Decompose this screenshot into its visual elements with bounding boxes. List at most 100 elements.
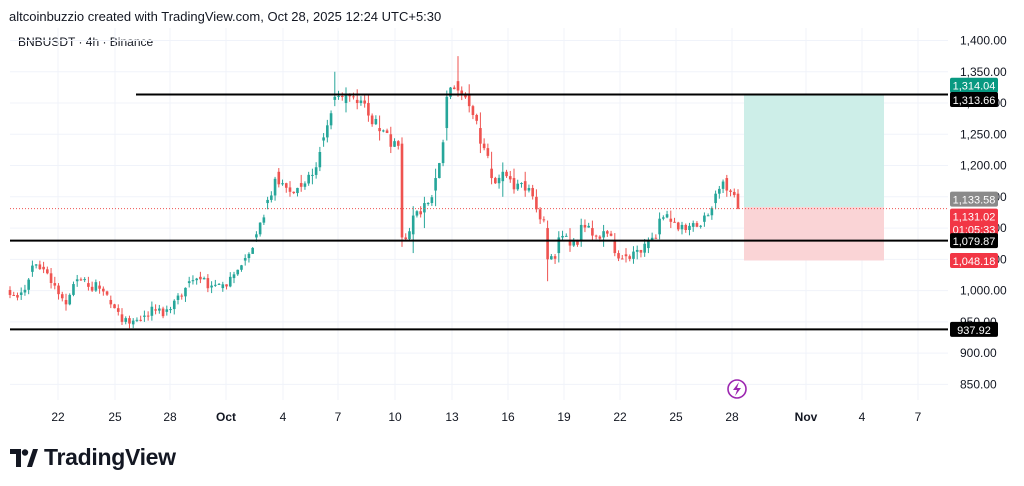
candle-body — [501, 171, 505, 182]
candle-body — [441, 142, 445, 164]
candle-body — [606, 231, 609, 234]
level-mid-tag-text: 1,079.87 — [953, 236, 996, 248]
candle-body — [732, 191, 736, 196]
last-price-tag — [950, 208, 998, 237]
tradingview-logo[interactable]: TradingView — [10, 444, 176, 471]
candle-body — [669, 218, 673, 222]
candle-body — [527, 188, 531, 191]
attribution-text: altcoinbuzzio created with TradingView.c… — [9, 9, 442, 24]
candle-body — [154, 309, 157, 311]
tradingview-logo-icon — [10, 448, 38, 467]
candle-body — [602, 231, 605, 238]
candle-body — [568, 240, 572, 246]
candle-body — [430, 197, 434, 204]
candle-body — [210, 285, 213, 288]
stop-price-tag — [950, 252, 998, 268]
x-tick-label: 25 — [669, 410, 683, 424]
candle-body — [270, 195, 273, 200]
candle-body — [240, 265, 243, 270]
candle-body — [8, 289, 12, 295]
candle-body — [42, 266, 45, 270]
candle-body — [109, 299, 113, 305]
candle-body — [120, 314, 124, 322]
candle-body — [232, 274, 236, 279]
lightning-icon[interactable] — [727, 379, 747, 399]
candle-body — [505, 171, 508, 177]
candle-body — [105, 291, 109, 295]
candle-body — [520, 183, 523, 185]
candle-body — [609, 233, 613, 236]
candle-body — [718, 188, 721, 194]
stop-price-tag-text: 1,048.18 — [953, 256, 996, 268]
candle-body — [654, 237, 658, 239]
candle-body — [658, 218, 661, 235]
candle-body — [374, 118, 378, 125]
candle-body — [363, 100, 366, 104]
candle-body — [479, 128, 482, 144]
candle-body — [703, 215, 706, 222]
symbol-legend[interactable]: BNBUSDT · 4h · Binance — [18, 35, 154, 49]
candle-body — [169, 309, 172, 311]
candle-body — [408, 231, 411, 240]
candle-body — [288, 187, 292, 192]
candle-body — [344, 93, 348, 104]
candle-body — [367, 103, 370, 116]
target-price-tag-text: 1,314.04 — [953, 81, 996, 93]
candle-body — [635, 249, 639, 252]
candle-body — [172, 300, 176, 310]
candle-body — [617, 253, 620, 259]
candle-body — [516, 183, 520, 190]
y-tick-label: 1,200.00 — [960, 159, 1007, 173]
candle-body — [378, 128, 381, 132]
candle-body — [400, 143, 404, 238]
candle-body — [572, 240, 576, 246]
candle-body — [352, 96, 355, 98]
candle-body — [68, 294, 72, 305]
candle-body — [464, 95, 467, 98]
candle-body — [128, 318, 131, 324]
candle-body — [576, 240, 579, 245]
candle-body — [680, 224, 684, 230]
candle-body — [632, 251, 635, 259]
candle-body — [98, 285, 101, 289]
candle-body — [281, 183, 284, 185]
candle-body — [550, 256, 553, 260]
candle-body — [587, 225, 590, 228]
candle-body — [94, 282, 98, 291]
candle-body — [591, 228, 594, 236]
candle-body — [523, 181, 527, 191]
candle-body — [620, 258, 624, 260]
level-top-tag-text: 1,313.66 — [953, 95, 996, 107]
candle-body — [553, 256, 557, 259]
candle-body — [438, 163, 441, 179]
candle-body — [688, 225, 691, 231]
candle-body — [404, 237, 408, 240]
candle-body — [16, 295, 19, 298]
candle-body — [90, 286, 94, 291]
x-tick-label: 4 — [859, 410, 866, 424]
candle-body — [729, 190, 732, 192]
last-price-tag-text: 1,131.02 — [953, 212, 996, 224]
candle-body — [389, 134, 393, 147]
candle-body — [736, 193, 740, 209]
candles — [8, 56, 948, 329]
candle-body — [452, 87, 456, 90]
candle-body — [725, 178, 729, 191]
candle-body — [139, 319, 142, 321]
candle-body — [673, 221, 676, 223]
candle-body — [684, 224, 688, 231]
tradingview-wordmark: TradingView — [44, 444, 176, 470]
candle-body — [624, 254, 628, 257]
stop-zone — [744, 207, 884, 261]
candle-body — [79, 279, 83, 281]
candle-body — [322, 137, 325, 141]
candle-body — [647, 240, 650, 249]
candle-body — [643, 243, 646, 253]
candle-body — [27, 279, 30, 290]
candle-body — [214, 284, 217, 286]
y-tick-label: 1,000.00 — [960, 284, 1007, 298]
candle-body — [699, 225, 702, 227]
candle-body — [124, 318, 128, 322]
candle-body — [46, 269, 49, 274]
